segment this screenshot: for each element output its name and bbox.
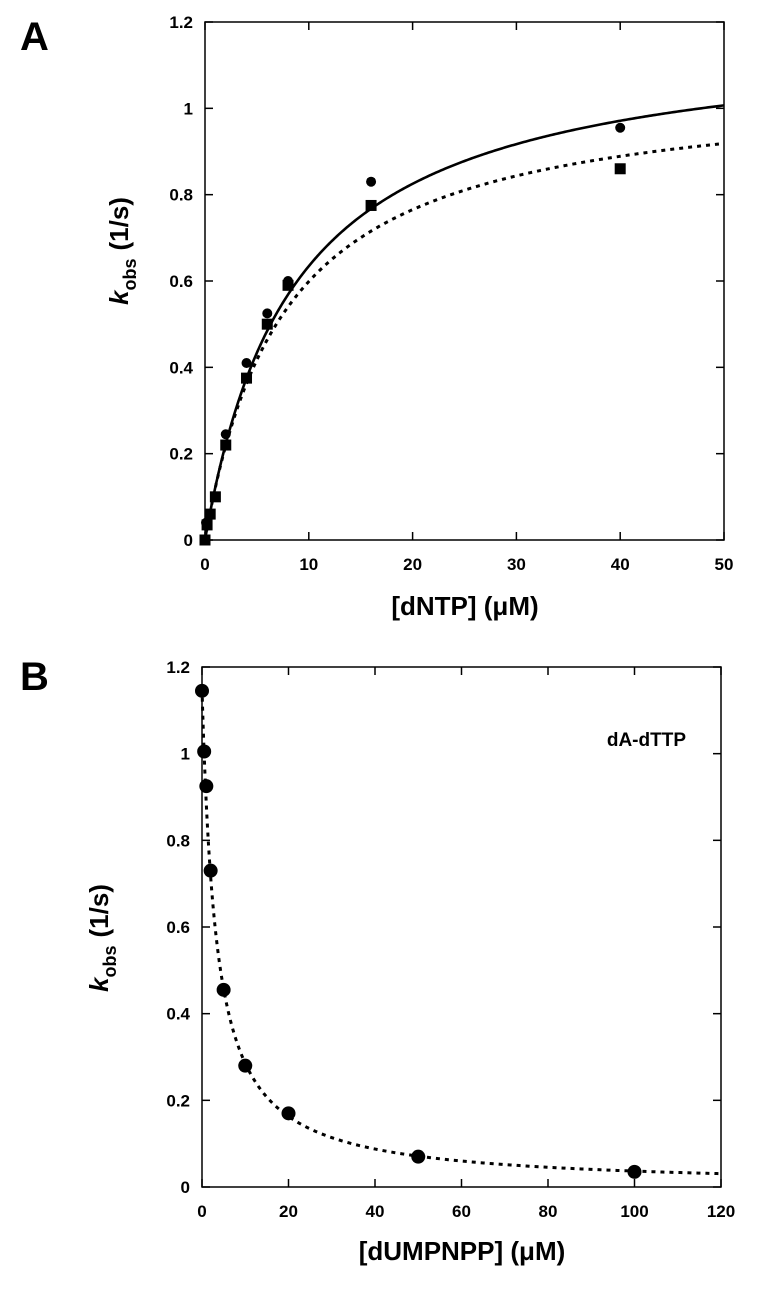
panel-b-x-tick-label: 80 — [539, 1202, 558, 1221]
panel-b-ylabel-sub: obs — [100, 945, 120, 977]
panel-b-y-tick-label: 0.6 — [166, 918, 190, 937]
panel-a-fit-curve-dotted — [203, 142, 725, 541]
panel-a-y-tick-label: 0.8 — [169, 186, 193, 205]
panel-b-circle-point — [281, 1106, 296, 1121]
panel-a-x-tick-label: 20 — [403, 555, 422, 574]
panel-a-x-tick-label: 50 — [715, 555, 734, 574]
panel-a-circle-point — [262, 308, 273, 319]
panel-b-circle-point — [197, 744, 212, 759]
panel-a-square-point — [199, 534, 211, 546]
panel-a: A kobs (1/s) [dNTP] (μM) 0 10 20 30 40 50 0 0.2 0… — [20, 13, 733, 621]
panel-a-ylabel-unit: (1/s) — [104, 197, 134, 250]
panel-b-x-tick-label: 100 — [620, 1202, 648, 1221]
panel-a-square-point — [220, 439, 232, 451]
panel-b-y-tick-label: 0 — [181, 1178, 190, 1197]
svg-text:kobs(1/s): kobs (1/s) — [84, 884, 120, 992]
panel-a-square-point — [241, 372, 253, 384]
panel-a-square-point — [365, 199, 377, 211]
panel-a-x-tick-label: 0 — [200, 555, 209, 574]
panel-b-circle-point — [627, 1164, 642, 1179]
panel-b-annotation: dA-dTTP — [607, 730, 686, 751]
panel-b-y-tick-label: 1 — [181, 745, 190, 764]
panel-b-letter: B — [20, 655, 49, 699]
panel-b-circle-point — [216, 982, 231, 997]
panel-b-circle-point — [203, 863, 218, 878]
panel-a-square-point — [282, 279, 294, 291]
panel-a-y-axis-label: kobs (1/s) — [104, 197, 140, 305]
panel-a-y-tick-label: 1 — [184, 99, 193, 118]
panel-a-x-tick-label: 30 — [507, 555, 526, 574]
panel-a-ylabel-sub: obs — [120, 258, 140, 290]
panel-b-circle-point — [199, 779, 214, 794]
panel-a-y-tick-label: 0.6 — [169, 272, 193, 291]
panel-b-x-tick-label: 60 — [452, 1202, 471, 1221]
panel-a-square-point — [614, 163, 626, 175]
panel-a-square-point — [204, 508, 216, 520]
panel-a-square-point — [209, 491, 221, 503]
panel-b-ylabel-unit: (1/s) — [84, 884, 114, 937]
panel-a-circle-point — [615, 122, 626, 133]
panel-a-y-tick-label: 0.2 — [169, 445, 193, 464]
panel-b-x-tick-label: 120 — [707, 1202, 735, 1221]
panel-b-fit-curve-dotted — [200, 688, 722, 1176]
panel-a-circle-point — [241, 358, 252, 369]
panel-a-y-tick-label: 1.2 — [169, 13, 193, 32]
panel-a-x-axis-label: [dNTP] (μM) — [391, 591, 538, 621]
panel-b-x-axis-label: [dUMPNPP] (μM) — [359, 1236, 566, 1266]
panel-b-circle-point — [238, 1058, 253, 1073]
panel-a-square-point — [201, 519, 213, 531]
panel-a-ylabel-main: k — [104, 289, 134, 305]
panel-a-circle-point — [366, 176, 377, 187]
svg-text:kobs(1/s): kobs (1/s) — [104, 197, 140, 305]
panel-b-ylabel-main: k — [84, 976, 114, 992]
panel-b-y-axis-label: kobs (1/s) — [84, 884, 120, 992]
panel-b-x-tick-label: 0 — [197, 1202, 206, 1221]
panel-b-y-tick-label: 0.8 — [166, 831, 190, 850]
panel-b: B kobs (1/s) [dUMPNPP] (μM) dA-dTTP 0 20 40… — [20, 655, 735, 1266]
panel-a-x-tick-label: 10 — [299, 555, 318, 574]
panel-a-y-tick-label: 0.4 — [169, 358, 193, 377]
panel-b-y-tick-label: 0.4 — [166, 1005, 190, 1024]
panel-a-square-point — [261, 318, 273, 330]
panel-b-x-tick-label: 20 — [279, 1202, 298, 1221]
panel-a-y-tick-label: 0 — [184, 531, 193, 550]
panel-b-y-tick-label: 1.2 — [166, 658, 190, 677]
panel-b-y-tick-label: 0.2 — [166, 1091, 190, 1110]
panel-b-circle-point — [411, 1149, 426, 1164]
panel-a-letter: A — [20, 15, 49, 59]
panel-a-x-tick-label: 40 — [611, 555, 630, 574]
panel-a-circle-point — [220, 429, 231, 440]
panel-b-circle-point — [195, 683, 209, 698]
panel-a-fit-curve-solid — [203, 104, 725, 541]
panel-b-x-tick-label: 40 — [366, 1202, 385, 1221]
